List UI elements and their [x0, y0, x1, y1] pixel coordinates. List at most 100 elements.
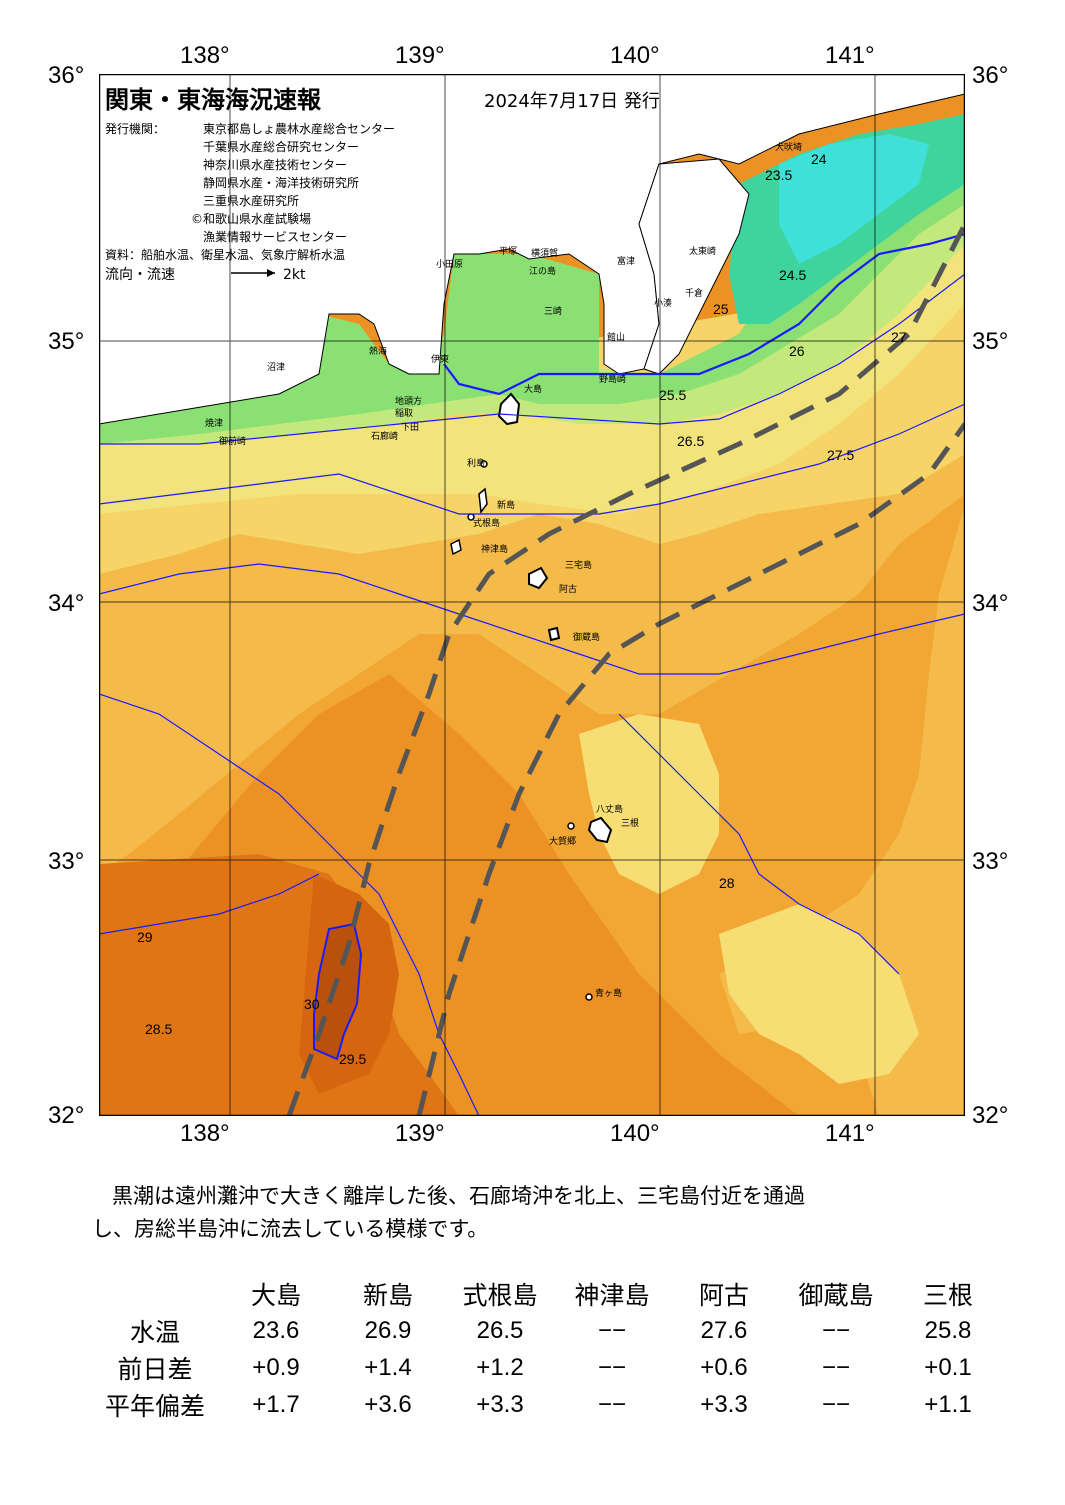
place-mikurajima: 御蔵島	[573, 631, 600, 643]
stats-header-row: 大島 新島 式根島 神津島 阿古 御蔵島 三根	[90, 1275, 1004, 1312]
kuroshio-axis-west	[286, 222, 965, 1116]
island-aogashima	[585, 993, 593, 1001]
iso-label-30: 30	[304, 996, 320, 1012]
issuer-7: 漁業情報サービスセンター	[203, 230, 347, 244]
island-niijima	[478, 487, 488, 514]
map-title: 関東・東海海況速報	[105, 86, 322, 114]
place-aogashima: 青ヶ島	[595, 987, 622, 999]
lat-label-34-right: 34°	[972, 590, 1009, 617]
isotherm-30	[313, 922, 363, 1061]
row-label: 前日差	[117, 1354, 193, 1384]
issuer-4: 静岡県水産・海洋技術研究所	[203, 175, 359, 190]
sea-temperature-map: 関東・東海海況速報 2024年7月17日 発行 発行機関： 東京都島しょ農林水産…	[99, 74, 965, 1116]
iso-label-27: 27	[891, 329, 907, 345]
lat-label-32-left: 32°	[48, 1102, 85, 1129]
place-niijima: 新島	[497, 499, 515, 511]
place-nojimazaki: 野島崎	[599, 373, 626, 385]
station-stats-table: 大島 新島 式根島 神津島 阿古 御蔵島 三根 水温 23.6 26.9 26.…	[90, 1275, 1004, 1423]
issuer-2: 千葉県水産総合研究センター	[203, 139, 359, 154]
place-shimoda: 下田	[401, 422, 419, 433]
iso-label-29: 29	[137, 929, 153, 945]
stat-value: +1.2	[476, 1353, 524, 1381]
station-header: 神津島	[574, 1280, 650, 1310]
place-misaki: 三崎	[544, 305, 562, 317]
place-irozaki: 石廊崎	[371, 430, 398, 442]
lon-label-141-top: 141°	[825, 42, 875, 69]
station-header: 新島	[362, 1280, 413, 1310]
station-header: 式根島	[462, 1280, 538, 1310]
place-toshima: 利島	[467, 457, 485, 469]
lon-label-138-top: 138°	[180, 42, 230, 69]
island-kozushima	[450, 538, 462, 556]
place-hiratsuka: 平塚	[499, 246, 517, 257]
zone-23-5	[779, 134, 929, 264]
issuer-6: ©和歌山県水産試験場	[191, 211, 311, 226]
issuer-1: 東京都島しょ農林水産総合センター	[203, 121, 395, 136]
place-taitozaki: 太東崎	[689, 245, 716, 257]
stat-value: −−	[597, 1390, 627, 1418]
data-source: 資料：船舶水温、衛星水温、気象庁解析水温	[105, 247, 345, 262]
lon-label-141-bottom: 141°	[825, 1120, 875, 1147]
isotherm-28-east	[618, 713, 900, 975]
station-header: 大島	[250, 1280, 301, 1310]
isotherm-lines	[99, 232, 965, 1116]
isotherm-27-5	[99, 563, 965, 675]
place-inatori: 稲取	[395, 407, 413, 419]
station-header: 三根	[922, 1280, 973, 1310]
island-hachijo-kojima	[567, 822, 575, 830]
flow-legend-arrowhead	[267, 269, 275, 277]
stat-value: +3.3	[700, 1390, 748, 1418]
issuer-3: 神奈川県水産技術センター	[203, 157, 347, 172]
iso-label-24: 24	[811, 151, 827, 167]
station-header: 御蔵島	[798, 1280, 874, 1310]
place-numazu: 沼津	[267, 362, 285, 373]
stat-value: −−	[821, 1316, 851, 1344]
lat-label-32-right: 32°	[972, 1102, 1009, 1129]
iso-label-26-5: 26.5	[677, 433, 704, 449]
place-yaizu: 焼津	[205, 418, 223, 429]
lat-label-34-left: 34°	[48, 590, 85, 617]
iso-label-29-5: 29.5	[339, 1051, 366, 1067]
place-mine: 三根	[621, 817, 639, 829]
zone-27-hachijo	[579, 714, 719, 894]
iso-label-25-5: 25.5	[659, 387, 686, 403]
place-enoshima: 江の島	[529, 265, 556, 277]
stat-value: 23.6	[252, 1316, 300, 1344]
place-jitogata: 地頭方	[395, 395, 422, 407]
map-frame	[99, 74, 965, 1116]
island-toshima	[480, 460, 488, 468]
place-shikinejima: 式根島	[473, 517, 500, 529]
iso-label-26: 26	[789, 343, 805, 359]
zone-30	[314, 924, 361, 1059]
iso-label-28: 28	[719, 875, 735, 891]
stat-value: 26.9	[364, 1316, 412, 1344]
stat-value: 25.8	[924, 1316, 972, 1344]
lon-label-139-top: 139°	[395, 42, 445, 69]
island-miyakejima	[528, 566, 549, 590]
stat-value: +1.1	[924, 1390, 972, 1418]
lat-label-35-right: 35°	[972, 328, 1009, 355]
isotherm-27	[99, 403, 965, 515]
iso-label-24-5: 24.5	[779, 267, 806, 283]
place-inubosaki: 犬吠埼	[775, 141, 802, 153]
stat-value: +1.4	[364, 1353, 412, 1381]
lat-label-35-left: 35°	[48, 328, 85, 355]
station-header: 阿古	[698, 1280, 749, 1310]
issue-date: 2024年7月17日 発行	[484, 91, 660, 112]
stat-value: −−	[597, 1353, 627, 1381]
issuer-5: 三重県水産研究所	[203, 193, 299, 208]
lat-label-33-left: 33°	[48, 848, 85, 875]
island-oshima	[497, 392, 521, 426]
zone-26-5	[99, 224, 965, 514]
stat-value: −−	[821, 1390, 851, 1418]
stat-value: +0.1	[924, 1353, 972, 1381]
stat-value: +0.9	[252, 1353, 300, 1381]
lat-label-36-right: 36°	[972, 62, 1009, 89]
row-label: 水温	[129, 1317, 180, 1347]
isotherm-25	[443, 232, 965, 396]
lon-label-140-bottom: 140°	[610, 1120, 660, 1147]
island-mikurajima	[547, 626, 561, 642]
place-tateyama: 館山	[607, 331, 625, 343]
isotherm-26	[99, 273, 965, 445]
kuroshio-axis-east	[416, 422, 965, 1116]
